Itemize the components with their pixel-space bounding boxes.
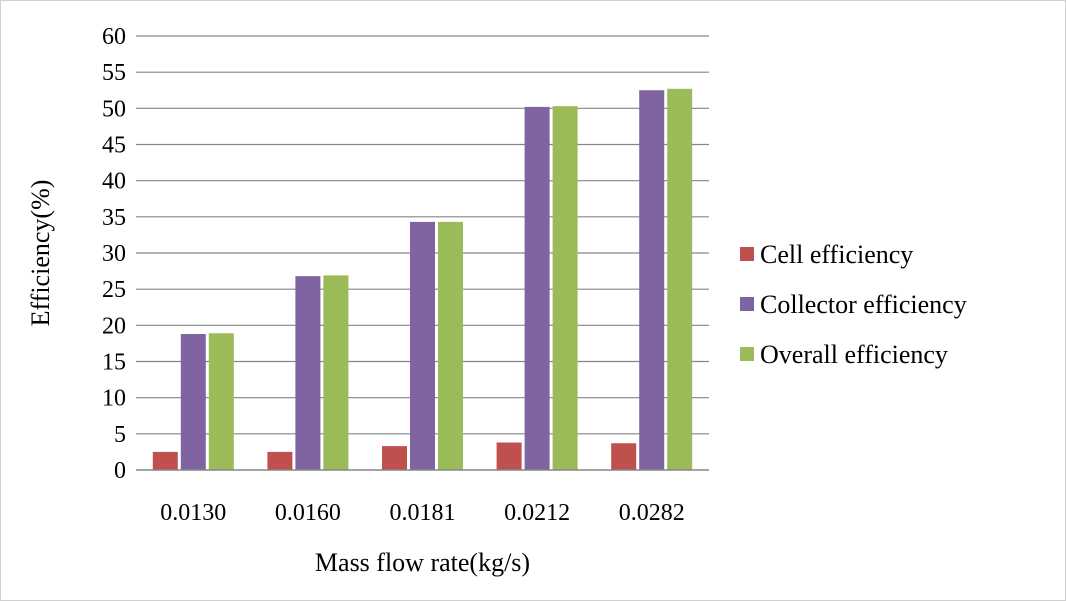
y-tick-label: 20 [102, 313, 126, 339]
bar [208, 333, 234, 470]
y-tick-label: 40 [102, 169, 126, 195]
legend-label: Cell efficiency [760, 240, 913, 269]
legend-label: Collector efficiency [760, 290, 967, 319]
legend-swatch [740, 297, 754, 311]
bar [267, 451, 293, 470]
y-tick-label: 35 [102, 205, 126, 231]
bar [524, 106, 550, 471]
legend: Cell efficiency Collector efficiency Overa… [740, 240, 967, 369]
x-axis-title: Mass flow rate(kg/s) [315, 548, 530, 577]
y-tick-label: 25 [102, 277, 126, 303]
bar [295, 276, 321, 470]
bar [410, 221, 435, 470]
bars [152, 88, 693, 471]
x-tick-label: 0.0212 [504, 500, 570, 526]
bar [438, 221, 463, 470]
x-tick-label: 0.0181 [390, 500, 456, 526]
y-tick-label: 55 [102, 60, 126, 86]
legend-swatch [740, 347, 754, 361]
y-tick-label: 50 [102, 96, 126, 122]
y-axis-ticks: 0 5 10 15 20 25 30 35 40 45 50 55 60 [102, 24, 126, 484]
x-tick-label: 0.0282 [619, 500, 685, 526]
bar [496, 442, 522, 470]
y-tick-label: 5 [114, 422, 126, 448]
y-tick-label: 60 [102, 24, 126, 50]
bar [639, 90, 665, 470]
y-tick-label: 45 [102, 133, 126, 159]
y-tick-label: 15 [102, 350, 126, 376]
y-tick-label: 30 [102, 241, 126, 267]
legend-label: Overall efficiency [760, 340, 948, 369]
bar [382, 446, 407, 470]
bar [552, 106, 578, 470]
bar [323, 275, 349, 470]
y-tick-label: 0 [114, 458, 126, 484]
legend-swatch [740, 247, 754, 261]
bar [667, 88, 693, 470]
x-tick-label: 0.0160 [275, 500, 341, 526]
x-axis-ticks: 0.0130 0.0160 0.0181 0.0212 0.0282 [160, 500, 684, 526]
y-tick-label: 10 [102, 386, 126, 412]
bar [152, 451, 178, 470]
y-axis-title: Efficiency(%) [26, 180, 55, 327]
bar [611, 443, 637, 470]
bar [180, 334, 206, 470]
x-tick-label: 0.0130 [160, 500, 226, 526]
